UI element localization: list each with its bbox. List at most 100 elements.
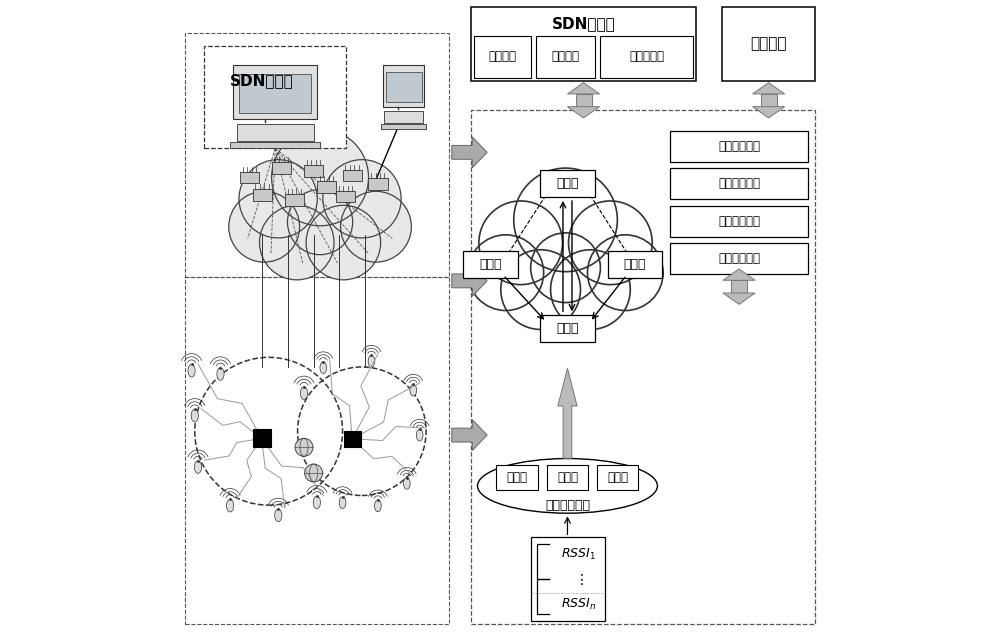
Bar bbox=[343, 170, 362, 181]
Bar bbox=[540, 315, 595, 342]
Polygon shape bbox=[567, 82, 600, 94]
Circle shape bbox=[501, 250, 580, 330]
Text: 路由器: 路由器 bbox=[557, 471, 578, 484]
Ellipse shape bbox=[339, 497, 346, 509]
Bar bbox=[670, 131, 808, 162]
Bar bbox=[204, 46, 346, 149]
Text: 路径选择: 路径选择 bbox=[552, 50, 580, 63]
Polygon shape bbox=[452, 265, 487, 296]
Ellipse shape bbox=[416, 430, 423, 441]
Text: SDN控制器: SDN控制器 bbox=[552, 15, 615, 31]
Circle shape bbox=[569, 201, 652, 285]
Bar bbox=[233, 65, 317, 119]
Circle shape bbox=[272, 129, 369, 226]
Text: 雾节点: 雾节点 bbox=[624, 258, 646, 270]
Circle shape bbox=[260, 205, 334, 280]
Ellipse shape bbox=[275, 509, 282, 522]
Polygon shape bbox=[753, 107, 785, 118]
Circle shape bbox=[287, 189, 353, 254]
Bar bbox=[670, 205, 808, 236]
Bar bbox=[608, 251, 662, 278]
Ellipse shape bbox=[410, 384, 417, 396]
Text: SDN控制器: SDN控制器 bbox=[230, 73, 294, 88]
Ellipse shape bbox=[375, 500, 381, 512]
Text: 路由器: 路由器 bbox=[607, 471, 628, 484]
Text: 雾节点管理: 雾节点管理 bbox=[629, 50, 664, 63]
Bar bbox=[471, 7, 696, 81]
Bar bbox=[496, 466, 538, 489]
Ellipse shape bbox=[300, 387, 308, 399]
Text: 雾节点: 雾节点 bbox=[556, 177, 579, 191]
Text: 路由器: 路由器 bbox=[507, 471, 528, 484]
Ellipse shape bbox=[313, 496, 320, 509]
Text: 雾节点: 雾节点 bbox=[479, 258, 502, 270]
Text: $\vdots$: $\vdots$ bbox=[574, 571, 584, 587]
Bar bbox=[474, 36, 531, 78]
Polygon shape bbox=[753, 82, 785, 94]
Bar bbox=[253, 189, 272, 200]
Circle shape bbox=[239, 160, 317, 238]
Bar bbox=[463, 251, 518, 278]
Bar bbox=[383, 65, 424, 107]
Circle shape bbox=[323, 160, 401, 238]
Bar bbox=[531, 537, 605, 621]
Text: 采样数据上传: 采样数据上传 bbox=[545, 498, 590, 511]
Circle shape bbox=[341, 191, 411, 262]
Polygon shape bbox=[567, 107, 600, 118]
Bar bbox=[304, 166, 323, 176]
Bar bbox=[272, 162, 291, 173]
Polygon shape bbox=[731, 280, 747, 293]
Bar bbox=[540, 171, 595, 197]
Bar bbox=[336, 191, 355, 202]
Text: 雾节点: 雾节点 bbox=[556, 322, 579, 335]
Ellipse shape bbox=[227, 499, 234, 512]
Bar bbox=[600, 36, 693, 78]
Bar bbox=[722, 7, 815, 81]
Circle shape bbox=[305, 464, 323, 482]
Ellipse shape bbox=[368, 355, 375, 367]
Bar bbox=[368, 178, 388, 189]
Bar bbox=[185, 277, 449, 624]
Bar bbox=[670, 169, 808, 199]
Text: $RSSI_1$: $RSSI_1$ bbox=[561, 546, 596, 562]
Bar bbox=[381, 124, 426, 129]
Polygon shape bbox=[576, 94, 592, 107]
Ellipse shape bbox=[403, 477, 410, 489]
Ellipse shape bbox=[188, 365, 195, 377]
Circle shape bbox=[229, 191, 300, 262]
Ellipse shape bbox=[478, 459, 657, 513]
Text: $RSSI_n$: $RSSI_n$ bbox=[561, 598, 596, 612]
Circle shape bbox=[468, 235, 544, 310]
Bar bbox=[240, 172, 259, 183]
Bar bbox=[317, 181, 336, 193]
Bar bbox=[384, 111, 423, 124]
Polygon shape bbox=[452, 420, 487, 451]
Text: 定位显示: 定位显示 bbox=[750, 36, 787, 52]
Polygon shape bbox=[761, 94, 777, 107]
Circle shape bbox=[295, 439, 313, 457]
Ellipse shape bbox=[320, 362, 327, 374]
Bar bbox=[536, 36, 595, 78]
Text: 资源感知: 资源感知 bbox=[489, 50, 517, 63]
Circle shape bbox=[306, 205, 381, 280]
Circle shape bbox=[479, 201, 563, 285]
Polygon shape bbox=[558, 368, 577, 459]
Text: 定位数据计算: 定位数据计算 bbox=[718, 177, 760, 191]
Text: 定位数据采集: 定位数据采集 bbox=[718, 252, 760, 265]
Ellipse shape bbox=[191, 410, 198, 422]
Bar bbox=[670, 243, 808, 274]
Bar bbox=[285, 194, 304, 205]
Circle shape bbox=[514, 168, 617, 272]
Bar bbox=[237, 124, 314, 141]
Polygon shape bbox=[723, 269, 755, 280]
Text: 定位数据融合: 定位数据融合 bbox=[718, 214, 760, 227]
Polygon shape bbox=[452, 137, 487, 168]
Circle shape bbox=[531, 233, 600, 303]
Text: 定位结果上传: 定位结果上传 bbox=[718, 140, 760, 153]
Circle shape bbox=[587, 235, 663, 310]
Ellipse shape bbox=[194, 461, 202, 473]
Bar bbox=[253, 430, 271, 448]
Ellipse shape bbox=[217, 368, 224, 380]
Bar bbox=[597, 466, 638, 489]
Polygon shape bbox=[723, 293, 755, 305]
